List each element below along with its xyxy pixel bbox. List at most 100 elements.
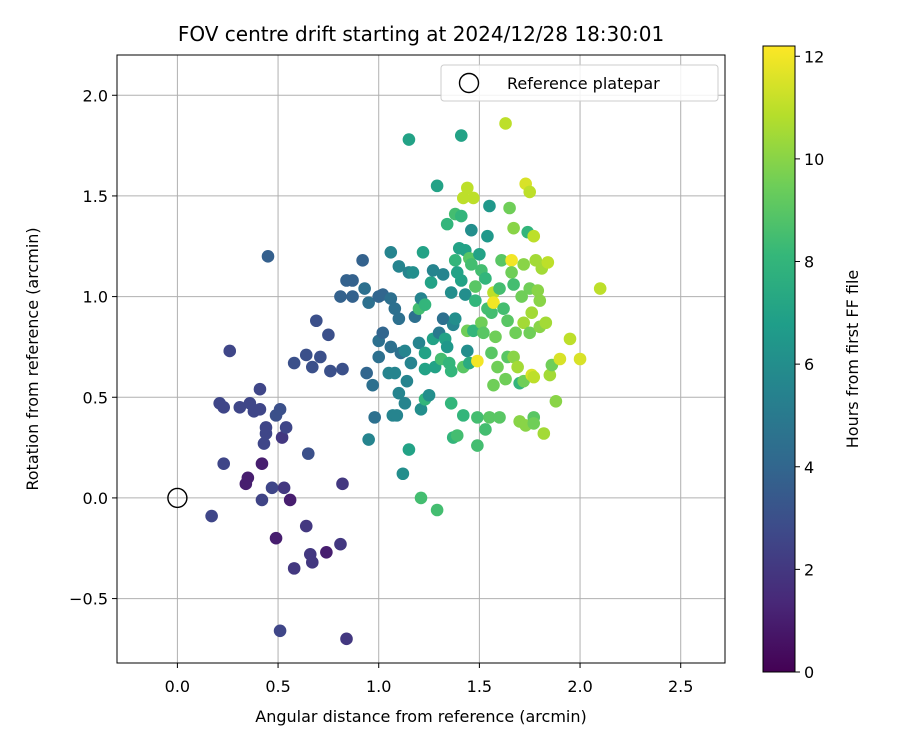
data-point [454, 274, 468, 287]
data-point [485, 346, 498, 360]
data-point [436, 312, 450, 326]
data-point [499, 117, 512, 130]
data-point [305, 556, 319, 569]
plot-area [117, 55, 725, 663]
data-point [553, 352, 567, 366]
data-point [469, 294, 482, 307]
data-point [346, 274, 359, 287]
data-point [436, 268, 450, 281]
data-point [402, 133, 416, 146]
colorbar-tick-label: 12 [804, 47, 824, 66]
data-point [477, 326, 490, 340]
data-point [473, 248, 486, 261]
data-point [299, 519, 313, 533]
colorbar: 0 2 4 6 8 10 12 Hours from first FF file [762, 45, 862, 682]
data-point [283, 493, 297, 507]
data-point [398, 344, 412, 358]
data-point [454, 209, 468, 223]
data-point [362, 433, 375, 446]
data-point [418, 362, 432, 376]
data-point [422, 388, 436, 402]
data-point [541, 256, 555, 269]
data-point [384, 292, 398, 305]
data-point [458, 288, 472, 301]
data-point [448, 254, 462, 267]
data-point [273, 624, 287, 638]
colorbar-tick-label: 6 [804, 355, 814, 374]
data-point [426, 264, 440, 277]
data-point [517, 316, 530, 330]
data-point [523, 326, 537, 340]
colorbar-label: Hours from first FF file [843, 270, 862, 449]
data-point [416, 245, 430, 259]
data-point [487, 378, 500, 392]
data-point [485, 306, 498, 319]
y-axis-label: Rotation from reference (arcmin) [23, 227, 42, 490]
data-point [454, 129, 468, 142]
data-point [259, 421, 273, 434]
y-tick-label: 1.5 [83, 187, 108, 206]
data-point [366, 378, 379, 392]
colorbar-tick-label: 8 [804, 253, 814, 272]
data-point [356, 254, 369, 267]
data-point [487, 296, 500, 309]
data-point [392, 260, 406, 273]
legend-reference-marker [458, 72, 480, 94]
colorbar-tick-label: 4 [804, 458, 814, 477]
data-point [573, 352, 587, 366]
data-point [461, 181, 474, 195]
data-point [444, 286, 458, 299]
data-point [493, 282, 506, 295]
data-point [467, 324, 480, 338]
data-point [402, 443, 416, 456]
data-point [384, 340, 398, 354]
data-point [465, 258, 478, 271]
data-point [388, 302, 402, 315]
data-point [479, 272, 492, 285]
data-point [444, 364, 458, 378]
data-point [495, 254, 508, 267]
data-point [279, 421, 293, 434]
x-axis-label: Angular distance from reference (arcmin) [255, 707, 586, 726]
data-point [392, 386, 406, 400]
y-tick-label: 2.0 [83, 86, 108, 105]
data-point [505, 254, 518, 267]
data-point [217, 401, 231, 414]
data-point [322, 328, 335, 342]
data-point [404, 356, 418, 370]
colorbar-tick-label: 2 [804, 560, 814, 579]
data-point [456, 409, 470, 422]
legend-box [440, 64, 719, 102]
legend: Reference platepar [440, 64, 719, 102]
data-point [414, 491, 428, 505]
data-point [396, 467, 410, 481]
data-point [444, 396, 458, 410]
data-point [400, 374, 414, 388]
data-point [257, 437, 271, 450]
data-point [517, 258, 530, 271]
data-point [527, 417, 541, 430]
data-point [255, 457, 269, 470]
data-point [440, 340, 454, 354]
data-point [324, 364, 337, 378]
data-point [467, 191, 480, 205]
legend-label: Reference platepar [507, 74, 660, 93]
data-point [593, 282, 607, 295]
data-point [418, 346, 432, 360]
x-tick-label: 0.5 [265, 677, 290, 696]
data-point [277, 481, 291, 495]
data-point [269, 531, 283, 545]
data-point [424, 276, 438, 289]
data-point [273, 403, 287, 416]
data-point [448, 312, 462, 326]
data-point [376, 326, 390, 340]
plot-frame [116, 54, 726, 664]
data-point [507, 278, 520, 291]
data-point [523, 185, 537, 199]
data-point [414, 403, 428, 416]
data-point [471, 354, 484, 368]
data-points [205, 117, 607, 646]
colorbar-tick-label: 10 [804, 150, 824, 169]
data-point [265, 481, 279, 495]
